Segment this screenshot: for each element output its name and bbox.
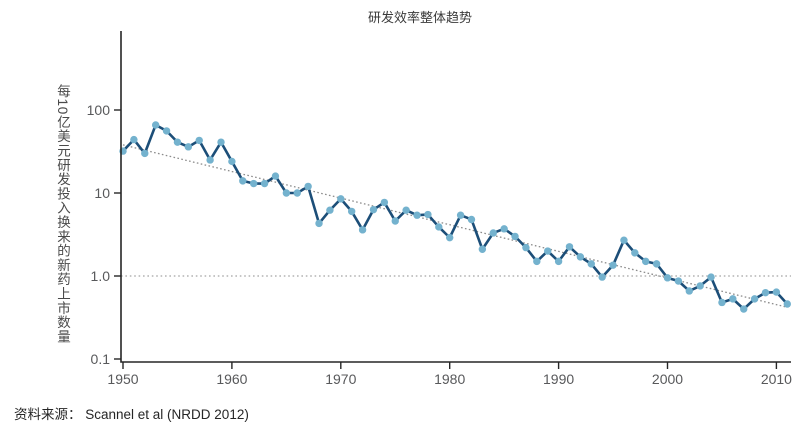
- axes: [120, 31, 791, 363]
- x-tick-label: 2010: [761, 371, 792, 387]
- data-point: [315, 219, 323, 228]
- data-point: [184, 143, 193, 151]
- data-point: [249, 179, 258, 188]
- data-point: [380, 198, 389, 207]
- data-point: [707, 273, 715, 281]
- data-point: [130, 135, 138, 144]
- data-point: [162, 127, 171, 135]
- x-tick-label: 2000: [652, 371, 683, 387]
- data-point: [663, 274, 672, 282]
- data-point: [609, 261, 617, 269]
- data-point: [587, 260, 595, 268]
- source-note: 资料来源： Scannel et al (NRDD 2012): [14, 407, 249, 422]
- data-point: [696, 282, 704, 290]
- data-point: [554, 257, 563, 266]
- x-tick-label: 1990: [543, 371, 574, 387]
- data-point: [631, 249, 639, 257]
- data-point: [195, 136, 203, 145]
- y-tick-label: 0.1: [91, 351, 111, 367]
- data-point: [511, 232, 519, 241]
- data-line: [121, 123, 789, 311]
- data-point: [783, 300, 791, 308]
- data-point: [489, 229, 497, 237]
- y-tick-label: 10: [94, 185, 110, 201]
- data-point: [576, 253, 585, 261]
- data-point: [467, 215, 476, 224]
- data-point: [217, 138, 225, 146]
- data-point: [500, 225, 508, 233]
- data-point: [424, 210, 432, 219]
- data-point: [282, 189, 291, 197]
- data-point: [326, 206, 334, 214]
- data-point: [347, 207, 356, 216]
- data-point: [293, 189, 301, 197]
- data-point: [239, 177, 247, 185]
- data-point: [413, 211, 421, 219]
- y-tick-label: 100: [87, 102, 111, 118]
- data-point: [391, 217, 399, 225]
- data-point: [533, 257, 541, 266]
- x-tick-label: 1960: [216, 371, 247, 387]
- data-point: [402, 206, 410, 214]
- chart-title: 研发效率整体趋势: [367, 10, 473, 25]
- data-point: [206, 156, 214, 164]
- data-point: [304, 182, 312, 191]
- data-point: [740, 305, 748, 313]
- data-point: [565, 243, 574, 251]
- data-point: [228, 157, 236, 166]
- data-point: [685, 287, 693, 295]
- data-point: [271, 172, 280, 180]
- data-point: [718, 298, 726, 307]
- data-point: [544, 247, 552, 255]
- data-point: [729, 295, 737, 303]
- data-point: [598, 273, 606, 281]
- data-point: [141, 149, 149, 158]
- y-tick-label: 1.0: [91, 268, 111, 284]
- data-point: [642, 257, 650, 266]
- data-point: [151, 121, 160, 129]
- data-point: [446, 233, 454, 242]
- data-point: [750, 295, 759, 303]
- data-point: [173, 138, 182, 146]
- data-point: [761, 288, 770, 297]
- data-point: [772, 288, 781, 296]
- y-axis-title: 每10亿美元研发投入换来的新药上市数量: [55, 84, 70, 344]
- data-point: [674, 277, 683, 285]
- data-point: [369, 205, 378, 214]
- data-point: [456, 211, 465, 219]
- data-point: [522, 243, 530, 252]
- x-tick-label: 1970: [325, 371, 356, 387]
- data-point: [620, 236, 628, 244]
- data-point: [478, 245, 487, 253]
- data-point: [435, 223, 443, 231]
- data-point: [652, 260, 661, 268]
- x-tick-label: 1950: [107, 371, 138, 387]
- x-tick-label: 1980: [434, 371, 465, 387]
- data-point: [337, 195, 345, 203]
- data-point: [260, 179, 269, 188]
- data-point: [358, 226, 367, 234]
